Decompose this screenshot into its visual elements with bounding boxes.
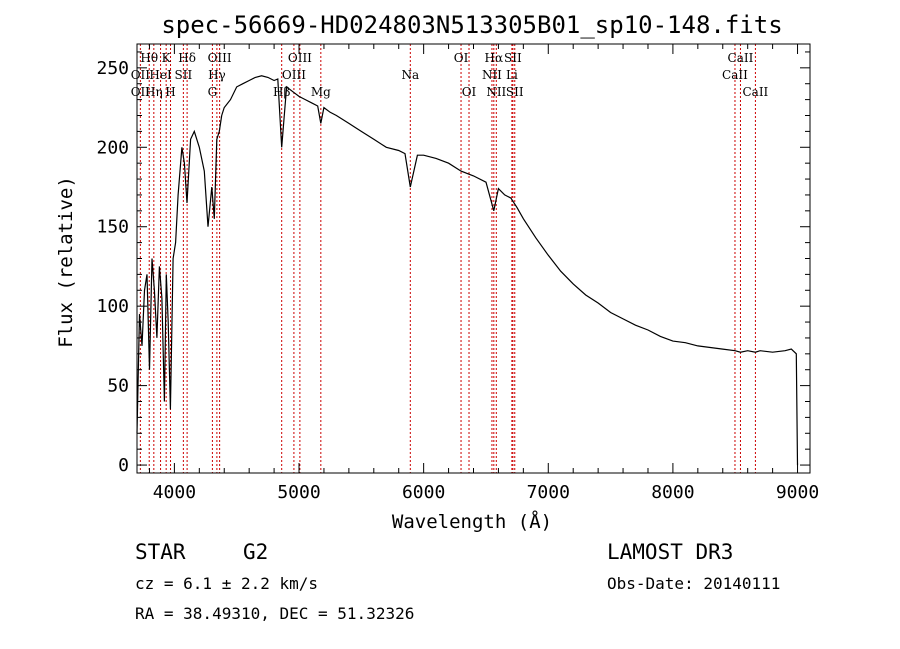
line-marker-label: OI <box>454 51 469 65</box>
object-class: STAR <box>135 540 186 564</box>
line-markers <box>139 44 756 473</box>
line-marker-label: Mg <box>311 85 331 99</box>
line-marker-label: Hη <box>145 85 163 99</box>
line-marker-label: HeI <box>149 68 172 82</box>
x-tick-label: 9000 <box>776 482 819 503</box>
line-marker-label: Hδ <box>178 51 196 65</box>
line-marker-label: H <box>165 85 175 99</box>
line-marker-label: OIII <box>288 51 312 65</box>
redshift-cz: cz = 6.1 ± 2.2 km/s <box>135 574 319 593</box>
ra-dec-coords: RA = 38.49310, DEC = 51.32326 <box>135 604 415 623</box>
survey-name: LAMOST DR3 <box>607 540 734 564</box>
plot-frame <box>136 43 811 474</box>
line-marker-label: OIII <box>282 68 306 82</box>
x-tick-label: 8000 <box>651 482 694 503</box>
y-tick-label: 100 <box>96 296 129 317</box>
line-marker-label: G <box>208 85 218 99</box>
line-marker-label: OI <box>462 85 477 99</box>
x-tick-label: 5000 <box>277 482 320 503</box>
line-marker-label: CaII <box>728 51 754 65</box>
obs-date: Obs-Date: 20140111 <box>607 574 781 593</box>
line-marker-label: Na <box>401 68 419 82</box>
line-marker-label: Hθ <box>140 51 158 65</box>
line-marker-label: K <box>162 51 172 65</box>
y-tick-label: 50 <box>107 376 129 397</box>
x-axis-label: Wavelength (Å) <box>392 510 552 533</box>
line-marker-label: OIII <box>208 51 232 65</box>
y-axis: 0 50 100 150 200 250 <box>96 51 810 476</box>
x-axis: 4000 5000 6000 7000 8000 9000 <box>148 44 819 503</box>
y-tick-label: 200 <box>96 137 129 158</box>
y-tick-label: 150 <box>96 217 129 238</box>
y-tick-label: 0 <box>118 455 129 476</box>
x-tick-label: 7000 <box>527 482 570 503</box>
line-marker-label: OII <box>131 68 151 82</box>
chart-title: spec-56669-HD024803N513305B01_sp10-148.f… <box>161 11 782 39</box>
line-marker-label: OII <box>131 85 151 99</box>
object-subclass: G2 <box>243 540 269 564</box>
line-marker-label: CaII <box>722 68 748 82</box>
x-tick-label: 6000 <box>402 482 445 503</box>
line-marker-label: Hα <box>485 51 504 65</box>
line-marker-label: CaII <box>742 85 768 99</box>
line-marker-label: Hγ <box>208 68 226 82</box>
line-marker-label: Li <box>506 68 518 82</box>
y-tick-label: 250 <box>96 58 129 79</box>
line-marker-label: SII <box>506 85 524 99</box>
line-marker-label: SII <box>175 68 193 82</box>
x-tick-label: 4000 <box>153 482 196 503</box>
spectrum-line <box>136 75 799 466</box>
line-marker-label: SII <box>504 51 522 65</box>
line-marker-label: NII <box>482 68 502 82</box>
y-axis-label: Flux (relative) <box>55 176 77 348</box>
line-marker-label: NII <box>486 85 506 99</box>
